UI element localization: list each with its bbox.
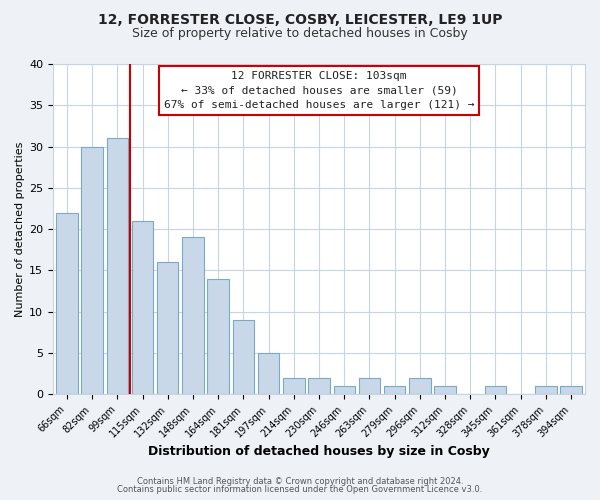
Text: Size of property relative to detached houses in Cosby: Size of property relative to detached ho… — [132, 28, 468, 40]
Bar — [308, 378, 330, 394]
Bar — [283, 378, 305, 394]
Bar — [56, 212, 77, 394]
Bar — [359, 378, 380, 394]
Bar — [107, 138, 128, 394]
Bar — [182, 238, 203, 394]
Bar — [208, 278, 229, 394]
Text: 12 FORRESTER CLOSE: 103sqm
← 33% of detached houses are smaller (59)
67% of semi: 12 FORRESTER CLOSE: 103sqm ← 33% of deta… — [164, 70, 474, 110]
Bar — [535, 386, 557, 394]
Bar — [258, 353, 279, 395]
Bar — [132, 221, 153, 394]
Bar — [82, 146, 103, 394]
X-axis label: Distribution of detached houses by size in Cosby: Distribution of detached houses by size … — [148, 444, 490, 458]
Bar — [485, 386, 506, 394]
Bar — [434, 386, 456, 394]
Bar — [233, 320, 254, 394]
Bar — [560, 386, 582, 394]
Y-axis label: Number of detached properties: Number of detached properties — [15, 142, 25, 317]
Bar — [334, 386, 355, 394]
Bar — [384, 386, 406, 394]
Bar — [157, 262, 178, 394]
Bar — [409, 378, 431, 394]
Text: Contains HM Land Registry data © Crown copyright and database right 2024.: Contains HM Land Registry data © Crown c… — [137, 477, 463, 486]
Text: Contains public sector information licensed under the Open Government Licence v3: Contains public sector information licen… — [118, 485, 482, 494]
Text: 12, FORRESTER CLOSE, COSBY, LEICESTER, LE9 1UP: 12, FORRESTER CLOSE, COSBY, LEICESTER, L… — [98, 12, 502, 26]
